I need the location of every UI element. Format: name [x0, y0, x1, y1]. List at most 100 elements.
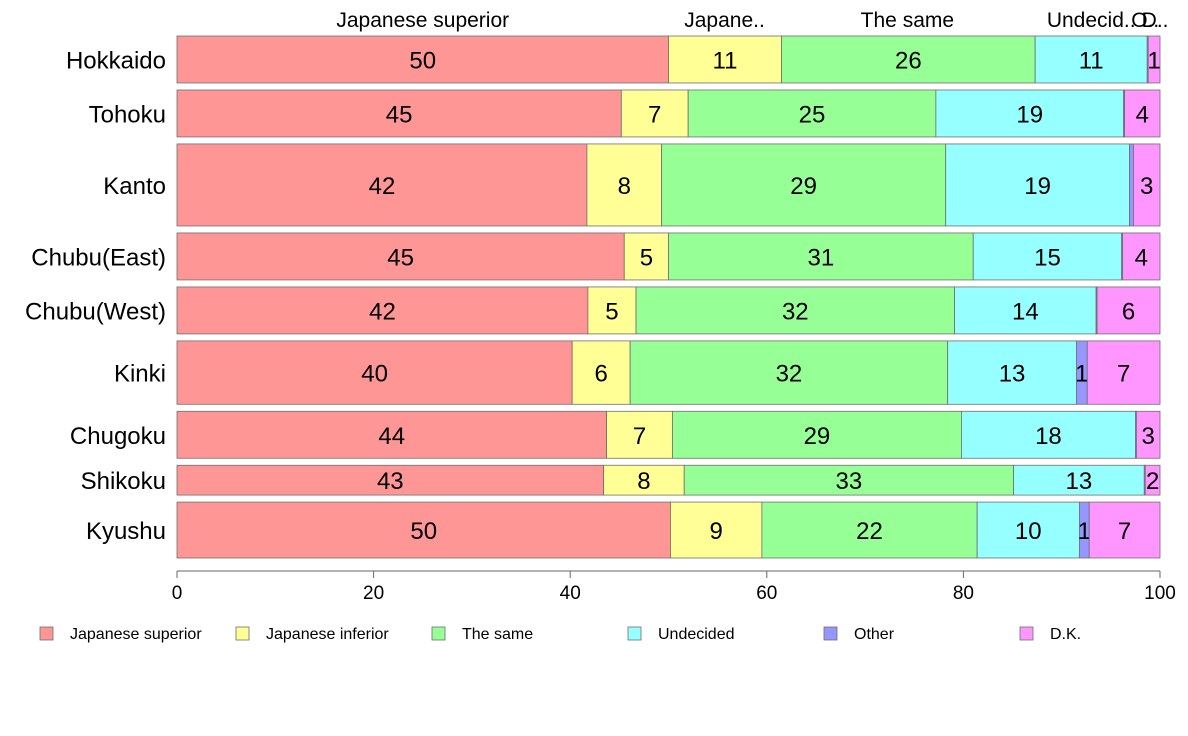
data-label: 15 — [1034, 244, 1061, 271]
data-label: 19 — [1016, 101, 1043, 128]
bar-segment-undecided — [945, 143, 1130, 227]
bar-segment-the-same — [683, 464, 1014, 496]
category-label: Kyushu — [86, 518, 166, 545]
category-label: Kanto — [103, 173, 166, 200]
data-label: 13 — [999, 361, 1026, 388]
category-label: Kinki — [114, 361, 166, 388]
data-label: 22 — [856, 518, 883, 545]
data-label: 26 — [895, 47, 922, 74]
bar-segment-undecided — [947, 340, 1077, 405]
top-series-label: O.. — [1131, 9, 1159, 32]
legend-item-the-same: The same — [431, 626, 533, 643]
bar-row-hokkaido: Hokkaido 50 11 26 11 1 — [66, 35, 1161, 84]
data-label: 40 — [361, 361, 388, 388]
bar-segment-undecided — [972, 232, 1123, 281]
legend-swatch — [627, 626, 642, 641]
top-series-label: Undecid.. — [1047, 9, 1136, 32]
legend-label: D.K. — [1050, 626, 1081, 643]
bar-segment-japanese-inferior — [587, 286, 637, 335]
data-label: 14 — [1012, 298, 1039, 325]
legend-item-other: Other — [823, 626, 895, 643]
bar-segment-japanese-inferior — [623, 232, 669, 281]
top-series-label: Japanese superior — [336, 9, 509, 32]
bar-segment-the-same — [661, 143, 947, 227]
bar-segment-d-k — [1086, 340, 1161, 405]
bar-row-shikoku: Shikoku 43 8 33 13 2 — [81, 464, 1161, 496]
bar-row-kanto: Kanto 42 8 29 19 3 — [103, 143, 1161, 227]
category-label: Chugoku — [70, 423, 166, 450]
bar-row-kinki: Kinki 40 6 32 13 1 7 — [114, 340, 1161, 405]
bar-segment-japanese-superior — [176, 89, 622, 138]
top-series-label: D.. — [1142, 9, 1169, 32]
x-tick-label: 20 — [363, 583, 384, 604]
legend-swatch — [823, 626, 838, 641]
data-label: 42 — [369, 298, 396, 325]
data-label: 7 — [648, 101, 661, 128]
data-label: 31 — [808, 244, 835, 271]
bar-segment-the-same — [635, 286, 955, 335]
data-label: 42 — [369, 173, 396, 200]
bar-segment-japanese-superior — [176, 232, 625, 281]
bar-segment-japanese-inferior — [571, 340, 631, 405]
legend-swatch — [431, 626, 446, 641]
data-label: 50 — [409, 47, 436, 74]
category-label: Shikoku — [81, 468, 166, 495]
data-label: 1 — [1075, 361, 1088, 388]
legend-label: Japanese inferior — [266, 626, 389, 643]
legend-item-undecided: Undecided — [627, 626, 735, 643]
data-label: 10 — [1015, 518, 1042, 545]
bar-segment-japanese-superior — [176, 410, 607, 459]
bar-segment-d-k — [1144, 464, 1161, 496]
bar-segment-the-same — [781, 35, 1036, 84]
top-series-labels: Japanese superior Japane.. The same Undecid… — [336, 9, 1168, 32]
bar-segment-japanese-superior — [176, 143, 588, 227]
data-label: 4 — [1136, 101, 1149, 128]
data-label: 29 — [804, 423, 831, 450]
x-tick-label: 40 — [560, 583, 581, 604]
x-tick-label: 0 — [172, 583, 183, 604]
legend-item-japanese-superior: Japanese superior — [39, 626, 202, 643]
data-label: 6 — [594, 361, 607, 388]
bar-segment-undecided — [954, 286, 1097, 335]
bar-segment-japanese-superior — [176, 340, 573, 405]
bar-segment-the-same — [761, 501, 978, 559]
data-label: 7 — [1117, 361, 1130, 388]
bar-segment-japanese-inferior — [603, 464, 685, 496]
data-label: 1 — [1078, 518, 1091, 545]
data-label: 9 — [709, 518, 722, 545]
data-label: 33 — [836, 468, 863, 495]
legend-item-japanese-inferior: Japanese inferior — [235, 626, 389, 643]
data-label: 45 — [387, 244, 414, 271]
legend: Japanese superior Japanese inferior The sa… — [39, 626, 1081, 643]
data-label: 44 — [378, 423, 405, 450]
data-label: 50 — [410, 518, 437, 545]
bar-segment-japanese-superior — [176, 501, 671, 559]
x-tick-label: 80 — [953, 583, 974, 604]
legend-label: Undecided — [658, 626, 735, 643]
bar-segment-d-k — [1088, 501, 1161, 559]
legend-label: The same — [462, 626, 533, 643]
data-label: 18 — [1035, 423, 1062, 450]
data-label: 8 — [618, 173, 631, 200]
data-label: 5 — [640, 244, 653, 271]
bar-segment-other — [1129, 143, 1134, 227]
data-label: 32 — [776, 361, 803, 388]
data-label: 19 — [1024, 173, 1051, 200]
data-label: 5 — [605, 298, 618, 325]
bar-row-chubu-east: Chubu(East) 45 5 31 15 4 — [31, 232, 1161, 281]
x-tick-label: 60 — [756, 583, 777, 604]
bar-segment-d-k — [1124, 89, 1161, 138]
data-label: 3 — [1140, 173, 1153, 200]
data-label: 8 — [637, 468, 650, 495]
bar-segment-d-k — [1136, 410, 1161, 459]
legend-swatch — [235, 626, 250, 641]
category-label: Chubu(East) — [31, 244, 166, 271]
bar-segment-d-k — [1147, 35, 1161, 84]
data-label: 7 — [633, 423, 646, 450]
bar-segment-d-k — [1133, 143, 1161, 227]
data-label: 11 — [1079, 47, 1104, 74]
legend-label: Japanese superior — [70, 626, 202, 643]
legend-swatch — [1019, 626, 1034, 641]
